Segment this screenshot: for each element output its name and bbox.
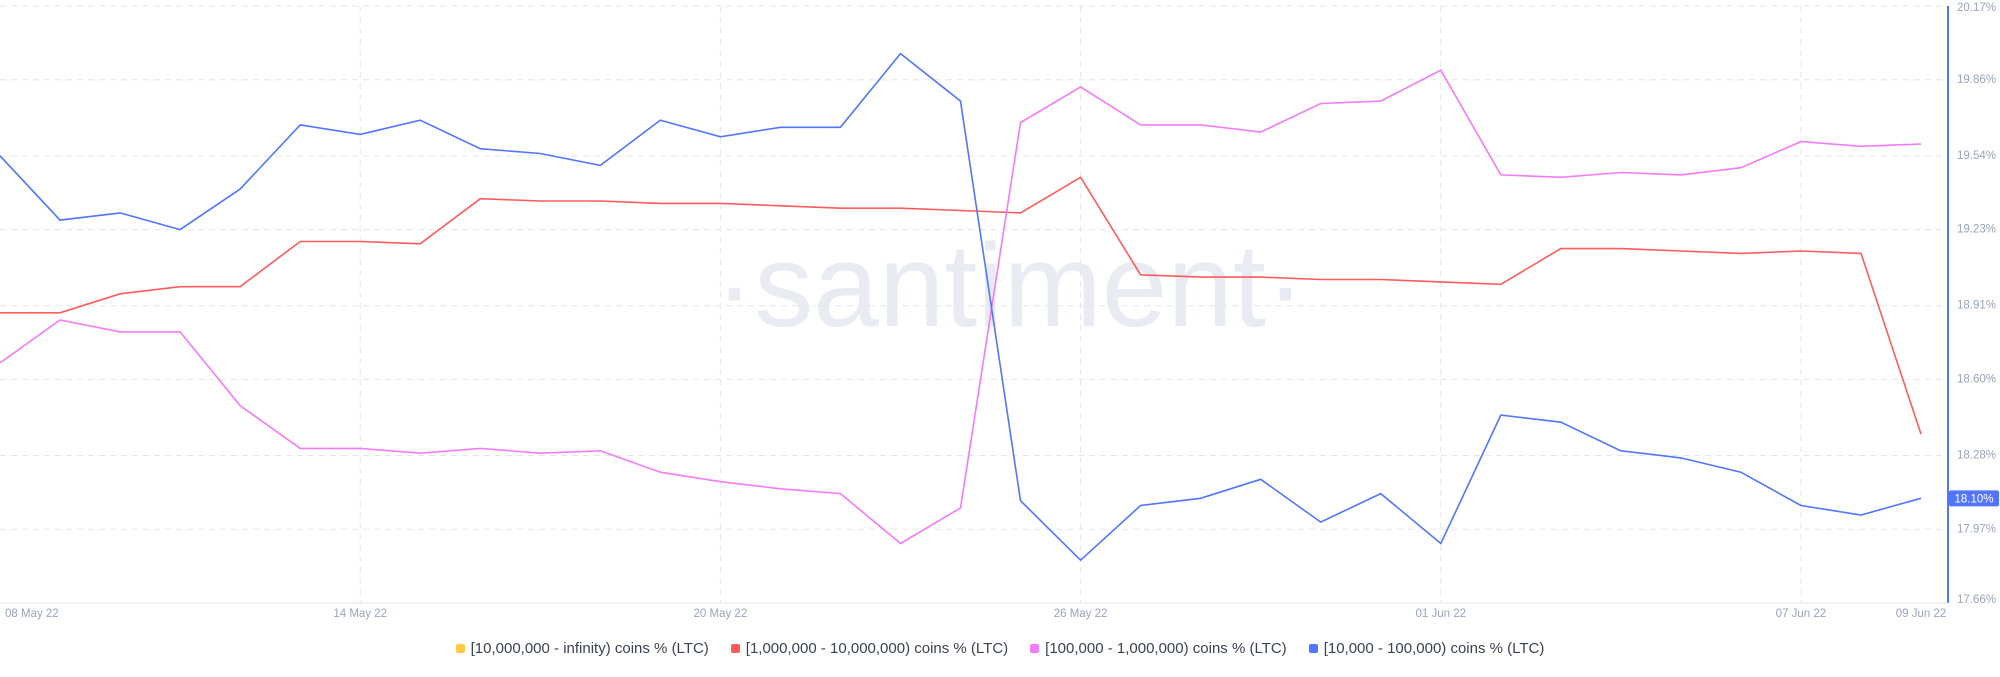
legend-label: [100,000 - 1,000,000) coins % (LTC) <box>1045 640 1287 657</box>
value-label-bg <box>1949 490 1999 507</box>
legend-swatch <box>1308 644 1318 653</box>
series-line <box>0 52 1922 562</box>
legend-item[interactable]: [100,000 - 1,000,000) coins % (LTC) <box>1030 640 1287 657</box>
x-tick-label: 07 Jun 22 <box>1776 608 1827 620</box>
y-tick-label: 18.60% <box>1957 373 1996 385</box>
y-tick-label: 18.28% <box>1957 450 1996 462</box>
y-tick-label: 20.17% <box>1957 2 1996 14</box>
legend-swatch <box>1030 644 1040 653</box>
legend-item[interactable]: [1,000,000 - 10,000,000) coins % (LTC) <box>730 640 1009 657</box>
chart: ·santiment· 17.66% 17.97% 18.28% 18.60% 18.9… <box>0 2 1999 620</box>
x-tick-label: 14 May 22 <box>333 608 387 620</box>
y-tick-label: 19.54% <box>1957 150 1996 162</box>
y-tick-label: 17.97% <box>1957 523 1996 535</box>
legend-label: [10,000 - 100,000) coins % (LTC) <box>1323 640 1545 657</box>
y-tick-label: 19.23% <box>1957 224 1996 236</box>
legend-label: [1,000,000 - 10,000,000) coins % (LTC) <box>745 640 1009 657</box>
y-tick-label: 17.66% <box>1957 594 1996 606</box>
x-tick-label: 01 Jun 22 <box>1415 608 1466 620</box>
legend-item[interactable]: [10,000 - 100,000) coins % (LTC) <box>1308 640 1545 657</box>
legend-item[interactable]: [10,000,000 - infinity) coins % (LTC) <box>455 640 709 657</box>
x-tick-label: 09 Jun 22 <box>1896 608 1947 620</box>
x-tick-label: 26 May 22 <box>1054 608 1108 620</box>
x-tick-label: 20 May 22 <box>694 608 748 620</box>
legend-label: [10,000,000 - infinity) coins % (LTC) <box>470 640 709 657</box>
series-line <box>0 69 1922 545</box>
x-tick-label: 08 May 22 <box>5 608 59 620</box>
legend-swatch <box>455 644 465 653</box>
y-tick-label: 19.86% <box>1957 74 1996 86</box>
watermark: ·santiment· <box>715 220 1305 352</box>
legend: [10,000,000 - infinity) coins % (LTC) [1,… <box>0 640 2000 657</box>
y-tick-label: 18.91% <box>1957 300 1996 312</box>
value-label: 18.10% <box>1954 493 1993 505</box>
legend-swatch <box>730 644 740 653</box>
series-line <box>0 176 1922 435</box>
